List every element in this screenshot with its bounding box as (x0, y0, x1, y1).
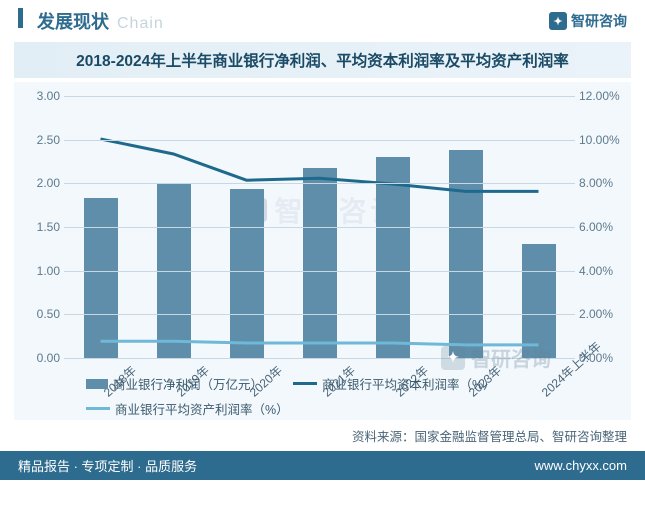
plot-region: 0.000.00%0.502.00%1.004.00%1.506.00%2.00… (64, 96, 575, 358)
footer-right: www.chyxx.com (535, 458, 627, 473)
header-left: 发展现状 Chain (18, 8, 164, 34)
grid-line (64, 271, 575, 272)
legend: 商业银行净利润（万亿元） 商业银行平均资本利润率（%） 商业银行平均资产利润率（%） (86, 374, 571, 418)
legend-swatch (293, 382, 317, 385)
y-right-tick: 4.00% (579, 264, 627, 278)
brand-icon: ✦ (549, 12, 567, 30)
legend-swatch (86, 379, 108, 389)
accent-bar (18, 8, 23, 28)
y-left-tick: 3.00 (22, 89, 60, 103)
legend-text: 商业银行平均资产利润率（%） (115, 399, 289, 418)
grid-line (64, 227, 575, 228)
section-label: 发展现状 (37, 8, 109, 34)
grid-line (64, 183, 575, 184)
chart-title: 2018-2024年上半年商业银行净利润、平均资本利润率及平均资产利润率 (14, 42, 631, 78)
section-subtext: Chain (117, 15, 164, 33)
legend-item: 商业银行平均资产利润率（%） (86, 399, 289, 418)
watermark-bottom: ✦ 智研咨询 (441, 343, 551, 372)
grid-line (64, 140, 575, 141)
legend-text: 商业银行平均资本利润率（%） (322, 374, 496, 393)
y-right-tick: 10.00% (579, 133, 627, 147)
legend-item: 商业银行净利润（万亿元） (86, 374, 263, 393)
y-left-tick: 2.50 (22, 133, 60, 147)
y-right-tick: 8.00% (579, 176, 627, 190)
source-line: 资料来源：国家金融监督管理总局、智研咨询整理 (0, 426, 627, 445)
grid-line (64, 96, 575, 97)
y-left-tick: 1.00 (22, 264, 60, 278)
y-left-tick: 0.00 (22, 351, 60, 365)
y-right-tick: 12.00% (579, 89, 627, 103)
y-left-tick: 1.50 (22, 220, 60, 234)
y-left-tick: 2.00 (22, 176, 60, 190)
grid-line (64, 314, 575, 315)
y-right-tick: 6.00% (579, 220, 627, 234)
brand-top: ✦ 智研咨询 (549, 11, 627, 31)
legend-item: 商业银行平均资本利润率（%） (293, 374, 496, 393)
brand-text: 智研咨询 (571, 11, 627, 31)
legend-text: 商业银行净利润（万亿元） (113, 374, 263, 393)
watermark-bottom-icon: ✦ (441, 346, 465, 370)
y-left-tick: 0.50 (22, 307, 60, 321)
page-header: 发展现状 Chain ✦ 智研咨询 (0, 0, 645, 38)
watermark-bottom-text: 智研咨询 (471, 343, 551, 372)
footer-left: 精品报告 · 专项定制 · 品质服务 (18, 456, 197, 475)
legend-swatch (86, 407, 110, 410)
footer-strip: 精品报告 · 专项定制 · 品质服务 www.chyxx.com (0, 451, 645, 480)
y-right-tick: 2.00% (579, 307, 627, 321)
chart-area: ✦ 智研咨询 0.000.00%0.502.00%1.004.00%1.506.… (14, 82, 631, 420)
